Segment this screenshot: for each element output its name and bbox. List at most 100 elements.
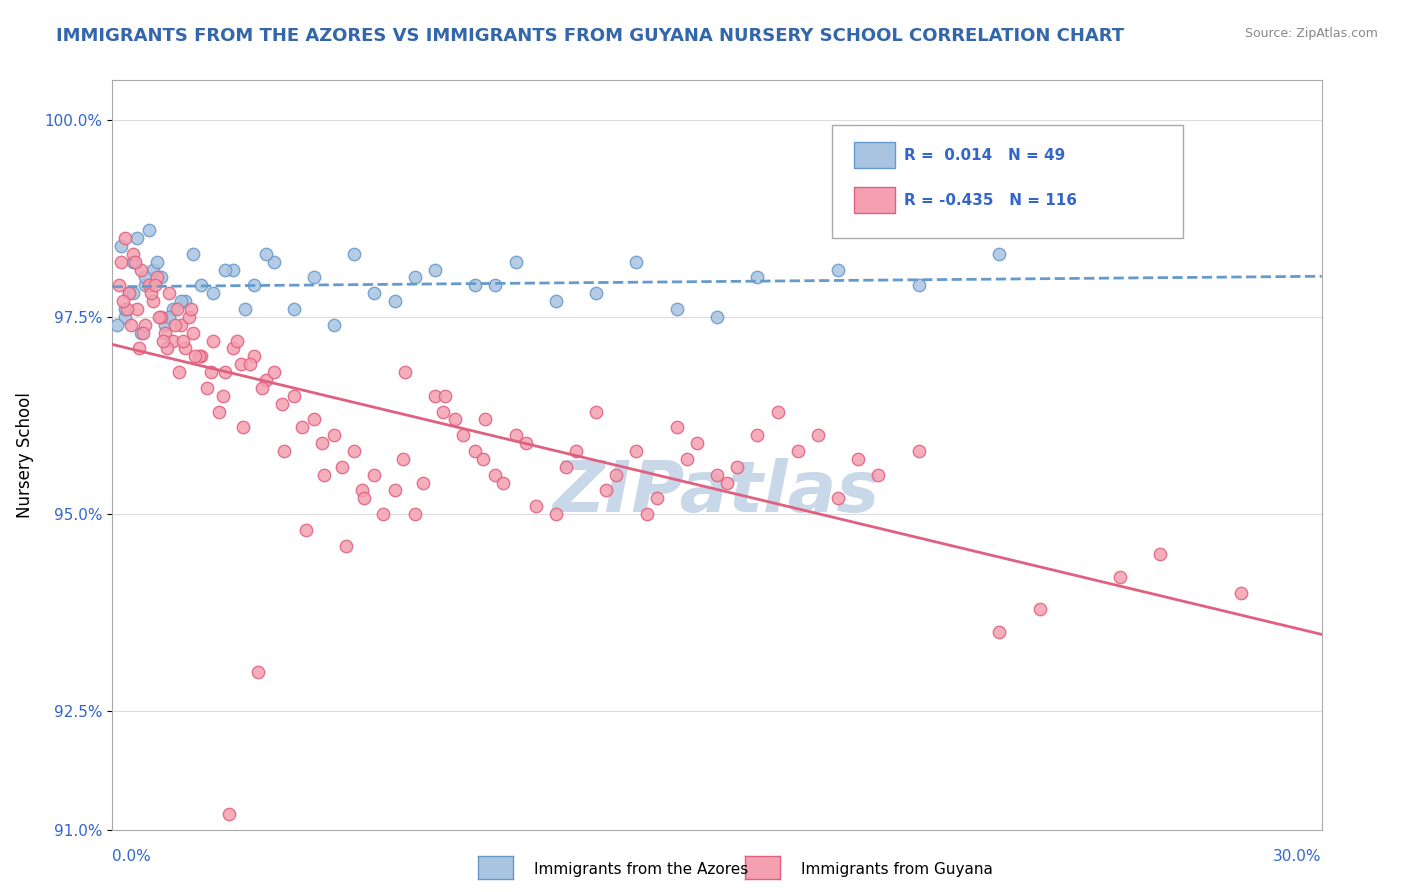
Point (129, 262, 152, 277)
Point (295, 523, 318, 537)
Point (706, 467, 728, 482)
Point (565, 444, 588, 458)
Point (125, 301, 148, 316)
Point (149, 270, 172, 285)
Point (174, 342, 197, 356)
Point (384, 483, 406, 498)
Point (226, 334, 249, 348)
Point (134, 278, 156, 293)
Point (143, 278, 166, 293)
Point (585, 404, 607, 418)
Point (250, 381, 273, 395)
Point (121, 286, 143, 301)
Point (263, 365, 285, 379)
Point (394, 365, 416, 379)
Point (128, 342, 150, 356)
Point (665, 301, 688, 316)
Point (153, 326, 176, 340)
Text: R =  0.014   N = 49: R = 0.014 N = 49 (904, 148, 1066, 162)
Point (363, 286, 385, 301)
Point (242, 278, 264, 293)
Point (404, 507, 426, 521)
Point (156, 342, 179, 356)
Point (432, 404, 454, 418)
Point (626, 254, 648, 268)
Point (254, 247, 277, 261)
Point (162, 334, 184, 348)
Point (786, 444, 808, 458)
Point (474, 412, 496, 426)
Point (157, 310, 180, 324)
Point (170, 294, 193, 309)
Point (676, 451, 699, 466)
Point (254, 373, 277, 387)
Point (302, 270, 325, 285)
Point (170, 318, 193, 332)
Point (134, 318, 156, 332)
Point (212, 389, 235, 403)
Point (595, 483, 617, 498)
Text: Source: ZipAtlas.com: Source: ZipAtlas.com (1244, 27, 1378, 40)
Point (174, 294, 197, 309)
Point (706, 310, 728, 324)
Point (149, 310, 172, 324)
Point (645, 491, 668, 506)
Point (352, 483, 374, 498)
Point (134, 270, 156, 285)
Point (107, 278, 129, 293)
Point (222, 342, 245, 356)
Text: Immigrants from the Azores: Immigrants from the Azores (534, 863, 748, 877)
Point (363, 467, 385, 482)
Point (242, 349, 264, 363)
Point (1230, 586, 1253, 600)
Point (636, 507, 658, 521)
Point (464, 278, 486, 293)
Point (214, 262, 236, 277)
Point (283, 389, 305, 403)
Point (105, 318, 128, 332)
Point (524, 499, 547, 513)
Point (433, 389, 456, 403)
Point (148, 310, 170, 324)
Point (124, 254, 146, 268)
Point (121, 254, 143, 268)
Point (273, 444, 295, 458)
Text: 0.0%: 0.0% (112, 849, 152, 864)
Point (544, 294, 567, 309)
Point (404, 270, 426, 285)
Point (505, 428, 527, 442)
Point (235, 301, 257, 316)
Point (138, 278, 160, 293)
Point (302, 412, 325, 426)
Point (323, 428, 346, 442)
Text: 30.0%: 30.0% (1274, 849, 1322, 864)
Text: ZIPatlas: ZIPatlas (554, 458, 880, 527)
Point (110, 254, 132, 268)
Point (117, 286, 139, 301)
Point (152, 334, 174, 348)
Point (121, 247, 143, 261)
Point (115, 301, 138, 316)
Point (190, 349, 212, 363)
Point (167, 365, 190, 379)
Point (246, 665, 269, 679)
Point (263, 254, 285, 268)
Point (605, 467, 627, 482)
Point (907, 278, 929, 293)
Point (162, 301, 184, 316)
Point (114, 231, 136, 245)
Text: Immigrants from Guyana: Immigrants from Guyana (801, 863, 993, 877)
Point (222, 262, 245, 277)
Point (384, 294, 406, 309)
Point (153, 318, 176, 332)
Point (868, 467, 890, 482)
Point (335, 539, 357, 553)
Point (423, 389, 446, 403)
Point (202, 286, 225, 301)
Point (142, 262, 165, 277)
Y-axis label: Nursery School: Nursery School (15, 392, 34, 518)
Point (138, 223, 160, 237)
Point (1149, 547, 1171, 561)
Point (444, 412, 467, 426)
Point (464, 444, 486, 458)
